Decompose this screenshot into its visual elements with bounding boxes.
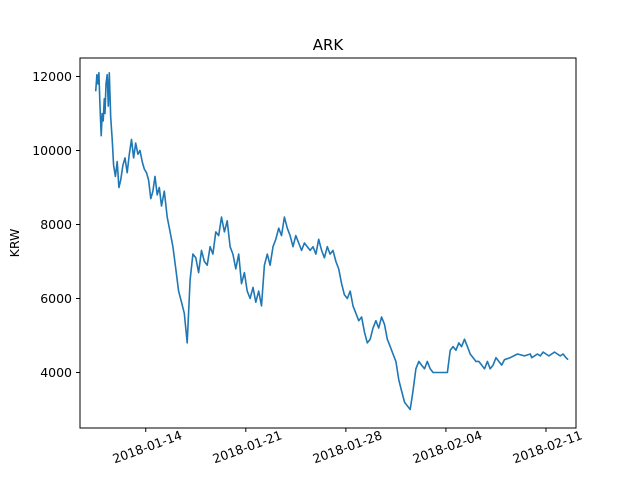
y-tick-label: 4000 <box>40 365 72 380</box>
y-tick-label: 12000 <box>32 69 72 84</box>
y-tick-label: 6000 <box>40 291 72 306</box>
y-tick-label: 10000 <box>32 143 72 158</box>
chart-title: ARK <box>313 36 345 54</box>
y-axis-label: KRW <box>7 229 22 258</box>
y-tick-label: 8000 <box>40 217 72 232</box>
